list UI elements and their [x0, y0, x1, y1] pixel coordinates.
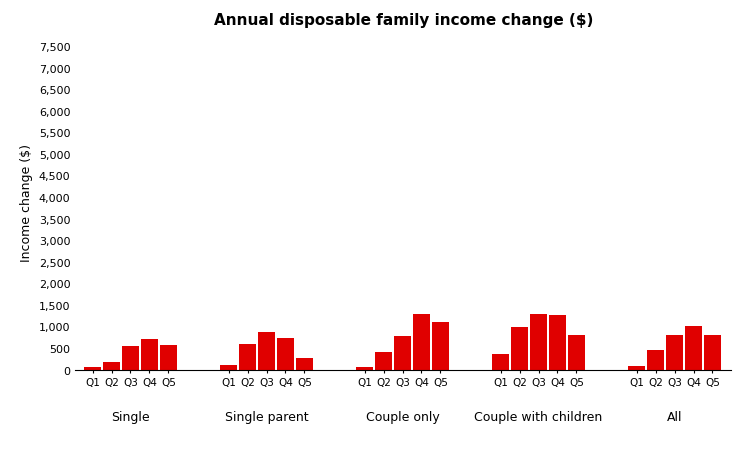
Text: Couple only: Couple only	[366, 410, 440, 423]
Bar	[375, 352, 392, 370]
Bar	[492, 354, 509, 370]
Bar	[394, 336, 411, 370]
Bar	[530, 314, 547, 370]
Bar	[239, 344, 256, 370]
Bar	[84, 368, 101, 370]
Bar	[357, 368, 373, 370]
Bar	[122, 346, 139, 370]
Bar	[296, 359, 313, 370]
Title: Annual disposable family income change ($): Annual disposable family income change (…	[213, 13, 593, 28]
Bar	[103, 362, 120, 370]
Bar	[568, 336, 585, 370]
Text: Single: Single	[111, 410, 150, 423]
Text: All: All	[667, 410, 682, 423]
Bar	[549, 315, 566, 370]
Bar	[628, 366, 645, 370]
Bar	[277, 338, 294, 370]
Bar	[413, 315, 430, 370]
Text: Couple with children: Couple with children	[474, 410, 602, 423]
Bar	[432, 322, 449, 370]
Bar	[220, 365, 237, 370]
Bar	[647, 350, 664, 370]
Bar	[704, 335, 721, 370]
Bar	[667, 336, 683, 370]
Text: Single parent: Single parent	[225, 410, 308, 423]
Bar	[511, 327, 528, 370]
Bar	[685, 327, 702, 370]
Bar	[160, 345, 176, 370]
Y-axis label: Income change ($): Income change ($)	[20, 144, 33, 262]
Bar	[141, 340, 158, 370]
Bar	[258, 332, 275, 370]
